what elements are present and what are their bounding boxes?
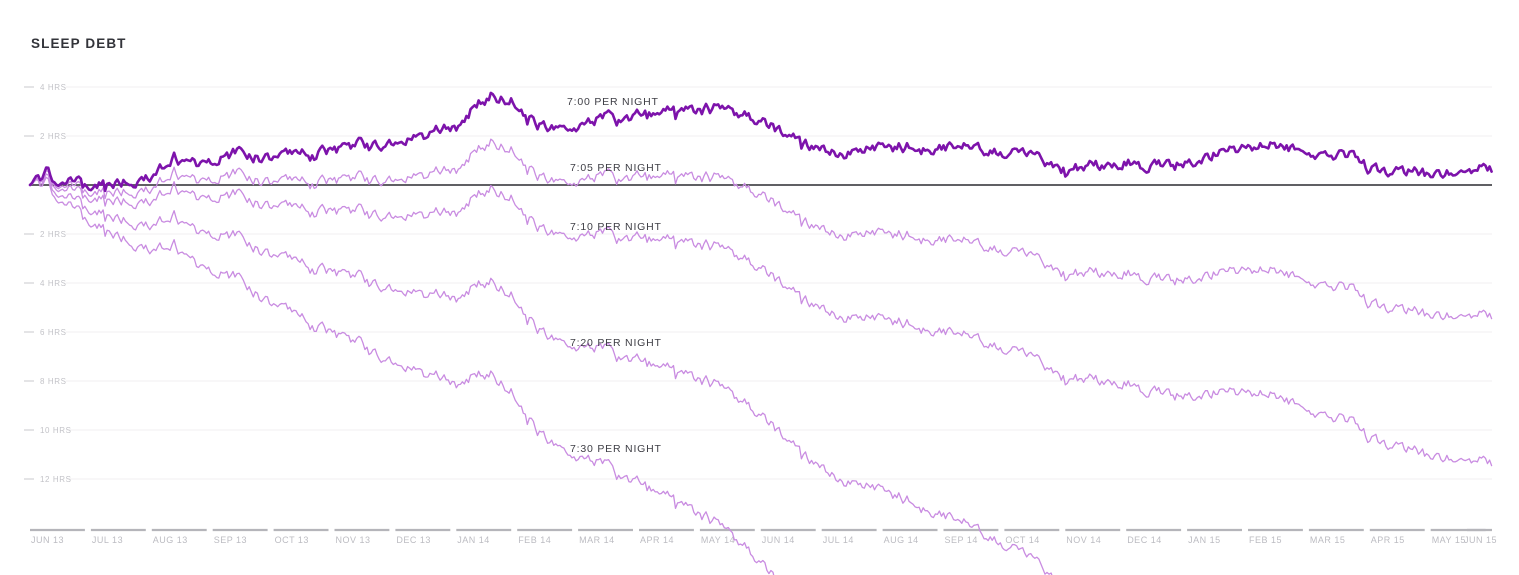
y-tick-label: 12 HRS bbox=[40, 475, 72, 484]
series-label-7-05-per-night: 7:05 PER NIGHT bbox=[570, 162, 662, 174]
x-tick-label: MAY 15 bbox=[1432, 535, 1466, 545]
x-tick-label: MAR 15 bbox=[1310, 535, 1346, 545]
y-tick-label: 10 HRS bbox=[40, 426, 72, 435]
x-tick-label: JAN 14 bbox=[457, 535, 490, 545]
x-tick-label: MAR 14 bbox=[579, 535, 615, 545]
series-line-7-05-per-night bbox=[29, 138, 1493, 321]
y-tick-label: 6 HRS bbox=[40, 328, 67, 337]
y-tick-label: 2 HRS bbox=[40, 132, 67, 141]
y-tick-label: 4 HRS bbox=[40, 83, 67, 92]
x-tick-label: AUG 13 bbox=[153, 535, 188, 545]
x-tick-label: OCT 13 bbox=[275, 535, 309, 545]
x-tick-label: JUN 15 bbox=[1464, 535, 1497, 545]
series-line-7-10-per-night bbox=[29, 170, 1493, 467]
x-tick-label: SEP 13 bbox=[214, 535, 247, 545]
x-tick-label: APR 14 bbox=[640, 535, 674, 545]
x-tick-label: OCT 14 bbox=[1005, 535, 1039, 545]
x-tick-label: FEB 15 bbox=[1249, 535, 1282, 545]
x-tick-label: JUL 14 bbox=[823, 535, 854, 545]
x-tick-label: JUL 13 bbox=[92, 535, 123, 545]
series-label-7-20-per-night: 7:20 PER NIGHT bbox=[570, 337, 662, 349]
x-tick-label: APR 15 bbox=[1371, 535, 1405, 545]
series-line-7-00-per-night bbox=[28, 91, 1493, 193]
x-tick-label: MAY 14 bbox=[701, 535, 735, 545]
series-label-7-10-per-night: 7:10 PER NIGHT bbox=[570, 221, 662, 233]
x-tick-label: JAN 15 bbox=[1188, 535, 1221, 545]
series-label-7-00-per-night: 7:00 PER NIGHT bbox=[567, 96, 659, 108]
y-tick-label: 4 HRS bbox=[40, 279, 67, 288]
x-tick-label: AUG 14 bbox=[884, 535, 919, 545]
x-tick-label: DEC 14 bbox=[1127, 535, 1162, 545]
chart-title: SLEEP DEBT bbox=[31, 36, 127, 51]
x-tick-label: JUN 13 bbox=[31, 535, 64, 545]
series-line-7-20-per-night bbox=[29, 173, 1053, 575]
x-tick-label: NOV 13 bbox=[336, 535, 371, 545]
x-tick-label: FEB 14 bbox=[518, 535, 551, 545]
x-tick-label: SEP 14 bbox=[945, 535, 978, 545]
y-tick-label: 2 HRS bbox=[40, 230, 67, 239]
x-tick-label: DEC 13 bbox=[396, 535, 431, 545]
y-tick-label: 8 HRS bbox=[40, 377, 67, 386]
x-tick-label: NOV 14 bbox=[1066, 535, 1101, 545]
series-label-7-30-per-night: 7:30 PER NIGHT bbox=[570, 443, 662, 455]
series-line-7-30-per-night bbox=[29, 176, 775, 575]
x-tick-label: JUN 14 bbox=[762, 535, 795, 545]
